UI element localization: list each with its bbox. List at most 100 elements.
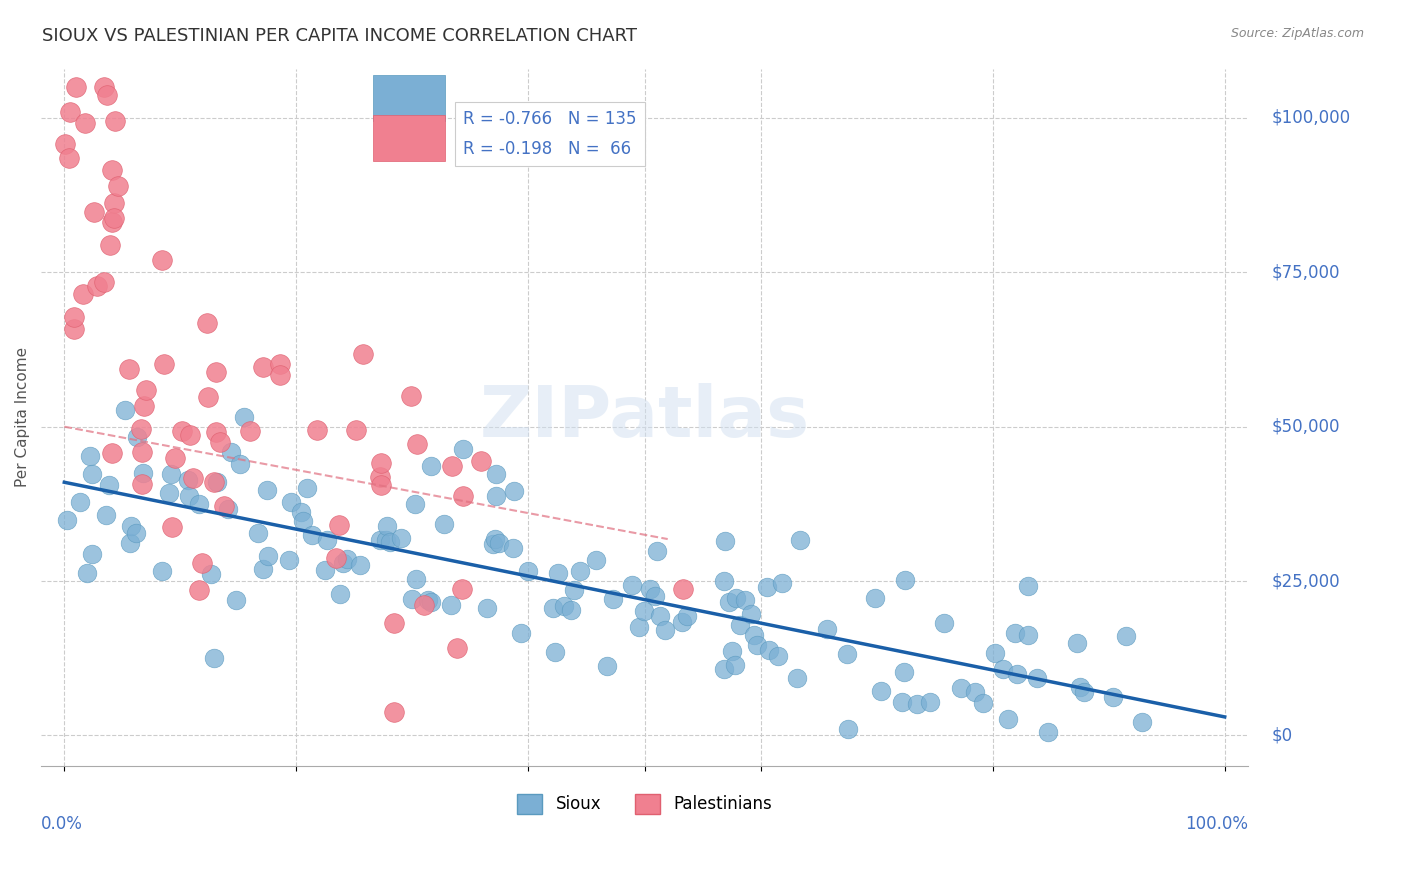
Point xyxy=(239,424,262,438)
Point xyxy=(420,595,443,609)
Text: $25,000: $25,000 xyxy=(1272,572,1341,591)
Point xyxy=(93,80,115,95)
Point xyxy=(62,322,84,336)
Point xyxy=(1036,725,1059,739)
Point xyxy=(301,528,323,542)
Point xyxy=(755,580,778,594)
Point xyxy=(399,389,422,403)
Point xyxy=(547,566,569,580)
Point xyxy=(620,578,643,592)
Point xyxy=(325,551,347,566)
Point xyxy=(103,211,125,226)
Point xyxy=(401,592,423,607)
Point xyxy=(80,467,103,481)
Point xyxy=(100,162,122,177)
Point xyxy=(1102,690,1125,704)
Point xyxy=(1018,579,1040,593)
Point xyxy=(717,595,740,609)
Point xyxy=(103,196,125,211)
Point xyxy=(485,467,508,481)
Point xyxy=(135,383,157,397)
Point xyxy=(232,409,254,424)
Point xyxy=(596,659,619,673)
Point xyxy=(440,458,463,473)
Point xyxy=(628,620,651,634)
Point xyxy=(984,646,1007,660)
Point xyxy=(316,533,339,548)
Point xyxy=(290,505,312,519)
Point xyxy=(993,662,1015,676)
Point xyxy=(291,514,314,528)
Point xyxy=(654,624,676,638)
Point xyxy=(370,469,392,483)
Point xyxy=(484,532,506,546)
Point xyxy=(477,601,499,615)
Point xyxy=(352,347,374,361)
Point xyxy=(252,360,274,375)
Point xyxy=(114,403,136,417)
Point xyxy=(277,553,299,567)
Point xyxy=(225,593,247,607)
Point xyxy=(560,603,582,617)
Point xyxy=(1069,680,1091,694)
Point xyxy=(470,454,492,468)
Point xyxy=(131,422,153,436)
Y-axis label: Per Capita Income: Per Capita Income xyxy=(15,347,30,488)
Point xyxy=(602,591,624,606)
Text: 0.0%: 0.0% xyxy=(41,815,83,833)
Point xyxy=(125,429,148,443)
Point xyxy=(107,178,129,193)
Point xyxy=(93,275,115,289)
Point xyxy=(83,205,105,219)
Point xyxy=(972,696,994,710)
Point xyxy=(72,286,94,301)
Point xyxy=(740,607,762,621)
Point xyxy=(187,582,209,597)
Point xyxy=(205,475,228,489)
Point xyxy=(734,593,756,607)
Text: SIOUX VS PALESTINIAN PER CAPITA INCOME CORRELATION CHART: SIOUX VS PALESTINIAN PER CAPITA INCOME C… xyxy=(42,27,637,45)
Point xyxy=(59,105,82,120)
Point xyxy=(370,478,392,492)
Point xyxy=(280,495,302,509)
Point xyxy=(633,604,655,618)
Point xyxy=(101,215,124,229)
Text: R = -0.766   N = 135
R = -0.198   N =  66: R = -0.766 N = 135 R = -0.198 N = 66 xyxy=(464,111,637,158)
Point xyxy=(503,484,526,499)
Point xyxy=(170,424,193,438)
Point xyxy=(58,151,80,165)
Point xyxy=(721,644,744,658)
Point xyxy=(713,533,735,548)
Point xyxy=(638,582,661,596)
Point xyxy=(451,490,474,504)
Point xyxy=(69,494,91,508)
Point xyxy=(1004,625,1026,640)
Text: $100,000: $100,000 xyxy=(1272,109,1351,127)
Point xyxy=(208,434,231,449)
Point xyxy=(766,648,789,663)
Point xyxy=(131,445,153,459)
Point xyxy=(246,526,269,541)
Point xyxy=(56,513,79,527)
Point xyxy=(1025,671,1047,685)
Point xyxy=(405,437,427,451)
Point xyxy=(329,587,352,601)
Point xyxy=(1073,685,1095,699)
Point xyxy=(80,547,103,561)
Point xyxy=(553,599,575,613)
Point xyxy=(269,368,291,383)
Point xyxy=(837,722,859,736)
Point xyxy=(336,551,359,566)
Point xyxy=(368,533,391,547)
Point xyxy=(789,533,811,547)
Point xyxy=(179,427,201,442)
Point xyxy=(257,549,280,563)
Point xyxy=(125,525,148,540)
Point xyxy=(202,475,225,490)
Point xyxy=(152,253,174,268)
Point xyxy=(120,519,142,533)
Point xyxy=(204,365,226,379)
Point xyxy=(370,456,392,470)
Point xyxy=(382,615,405,630)
Point xyxy=(742,628,765,642)
